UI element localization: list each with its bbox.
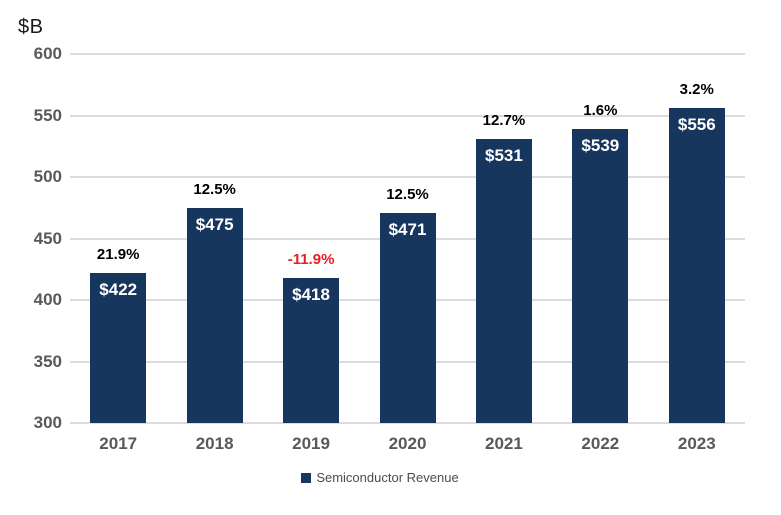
y-axis-tick-label: 300	[33, 413, 62, 432]
gridline	[70, 53, 745, 55]
bar-pct-label: 21.9%	[96, 245, 140, 263]
gridline	[70, 114, 745, 117]
bar-value-label: $422	[99, 279, 138, 299]
bar	[668, 108, 725, 423]
x-axis-tick-label: 2020	[388, 434, 427, 453]
y-axis-unit-label: $B	[18, 16, 44, 38]
bar-pct-label: 3.2%	[679, 81, 714, 99]
legend: Semiconductor Revenue	[0, 470, 760, 485]
legend-swatch-icon	[301, 472, 312, 483]
bar-value-label: $418	[292, 284, 330, 304]
bar-value-label: $475	[195, 214, 234, 234]
y-axis-tick-label: 500	[33, 167, 62, 186]
x-axis-tick-label: 2022	[581, 434, 620, 453]
gridline	[70, 422, 745, 424]
y-axis-tick-label: 600	[33, 44, 62, 63]
y-axis-tick-label: 400	[33, 290, 62, 309]
legend-label: Semiconductor Revenue	[316, 470, 459, 485]
y-axis-tick-label: 350	[33, 351, 62, 371]
gridline	[70, 176, 745, 178]
bar-value-label: $556	[677, 115, 716, 135]
x-axis-tick-label: 2021	[485, 434, 523, 453]
bar-value-label: $471	[388, 219, 427, 239]
x-axis-tick-label: 2018	[195, 434, 234, 453]
y-axis-tick-label: 550	[33, 105, 62, 125]
bar-pct-label: 12.5%	[386, 185, 429, 203]
bar-pct-label: 12.7%	[482, 111, 526, 129]
bar	[90, 272, 147, 423]
bar-value-label: $539	[581, 136, 620, 156]
bar	[186, 207, 243, 423]
bar-pct-label: 12.5%	[193, 180, 236, 198]
bar-pct-label: -11.9%	[287, 250, 335, 268]
bar	[475, 138, 532, 423]
bar	[572, 129, 629, 423]
x-axis-tick-label: 2019	[292, 434, 330, 453]
bar-pct-label: 1.6%	[583, 102, 618, 120]
x-axis-tick-label: 2023	[677, 434, 716, 453]
bar-value-label: $531	[485, 145, 523, 165]
bar	[379, 212, 436, 423]
y-axis-tick-label: 450	[33, 228, 62, 248]
x-axis-tick-label: 2017	[99, 434, 138, 453]
bar	[283, 277, 340, 423]
